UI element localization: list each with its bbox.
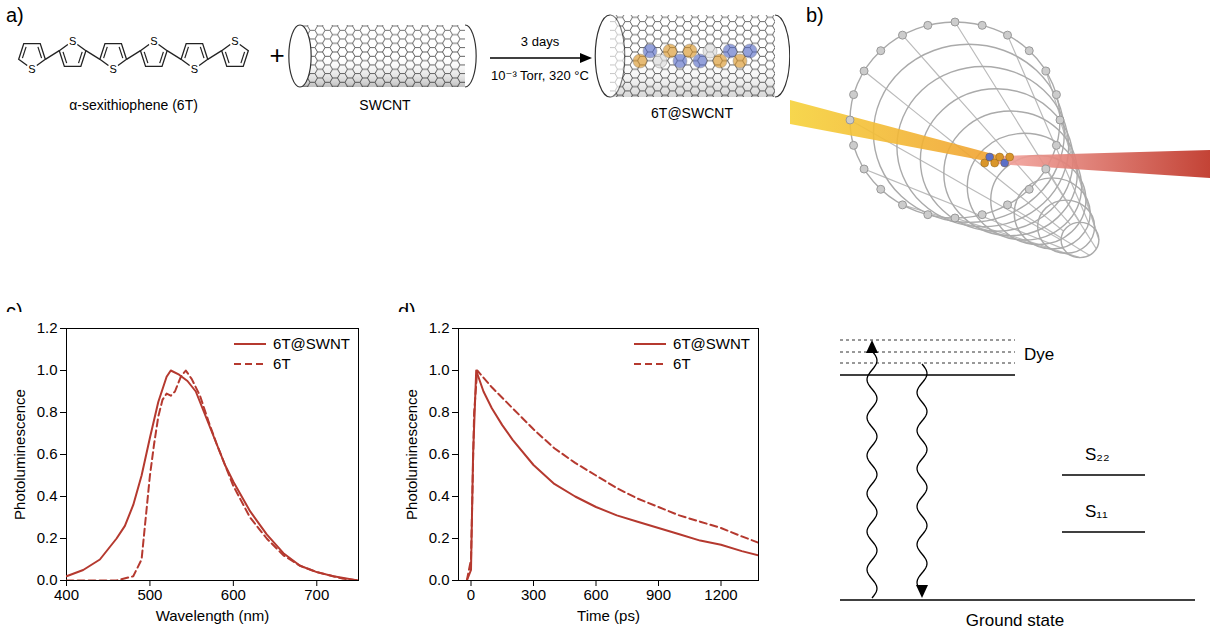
svg-text:S₁₁: S₁₁ [1085,502,1108,521]
svg-text:S₂₂: S₂₂ [1085,445,1110,464]
svg-text:0.8: 0.8 [429,403,450,420]
svg-text:900: 900 [646,586,671,603]
svg-text:300: 300 [521,586,546,603]
svg-text:0.4: 0.4 [37,487,58,504]
svg-text:α-sexithiophene (6T): α-sexithiophene (6T) [69,97,198,113]
svg-text:0.6: 0.6 [429,445,450,462]
svg-text:Photoluminescence: Photoluminescence [403,389,420,520]
svg-text:600: 600 [221,586,246,603]
svg-text:Wavelength (nm): Wavelength (nm) [156,607,270,624]
svg-text:0.2: 0.2 [429,529,450,546]
svg-text:S: S [69,35,76,47]
html-text:6T@SWNT: 6T@SWNT [273,335,350,352]
svg-text:10⁻³ Torr, 320 °C: 10⁻³ Torr, 320 °C [491,68,589,83]
svg-text:0.8: 0.8 [37,403,58,420]
html-text:c): c) [6,300,23,322]
svg-text:Dye: Dye [1024,345,1054,364]
svg-text:1.0: 1.0 [429,361,450,378]
svg-text:700: 700 [304,586,329,603]
svg-text:6T@SWCNT: 6T@SWCNT [651,105,733,121]
svg-text:400: 400 [54,586,79,603]
svg-text:SWCNT: SWCNT [359,97,411,113]
svg-text:600: 600 [583,586,608,603]
html-text:6T: 6T [673,355,691,372]
svg-text:1.2: 1.2 [429,319,450,336]
html-text:6T@SWNT: 6T@SWNT [673,335,750,352]
svg-text:S: S [231,35,238,47]
svg-text:S: S [28,63,35,75]
svg-text:0.4: 0.4 [429,487,450,504]
svg-text:S: S [110,63,117,75]
html-text:b): b) [806,4,824,26]
svg-text:Photoluminescence: Photoluminescence [11,389,28,520]
svg-text:1200: 1200 [704,586,737,603]
svg-text:0.0: 0.0 [36,571,58,589]
html-text:d): d) [398,300,416,322]
svg-text:S: S [191,63,198,75]
svg-text:0: 0 [467,586,475,603]
svg-text:3 days: 3 days [521,34,560,49]
svg-text:Ground state: Ground state [966,611,1064,630]
svg-text:S: S [150,35,157,47]
html-text:6T: 6T [273,355,291,372]
svg-text:500: 500 [137,586,162,603]
svg-text:1.0: 1.0 [37,361,58,378]
svg-text:1.2: 1.2 [37,319,58,336]
svg-text:0.0: 0.0 [429,571,450,588]
svg-text:0.2: 0.2 [37,529,58,546]
html-text:a): a) [6,4,24,26]
svg-text:+: + [269,40,284,70]
svg-text:0.6: 0.6 [37,445,58,462]
svg-text:Time (ps): Time (ps) [577,607,640,624]
